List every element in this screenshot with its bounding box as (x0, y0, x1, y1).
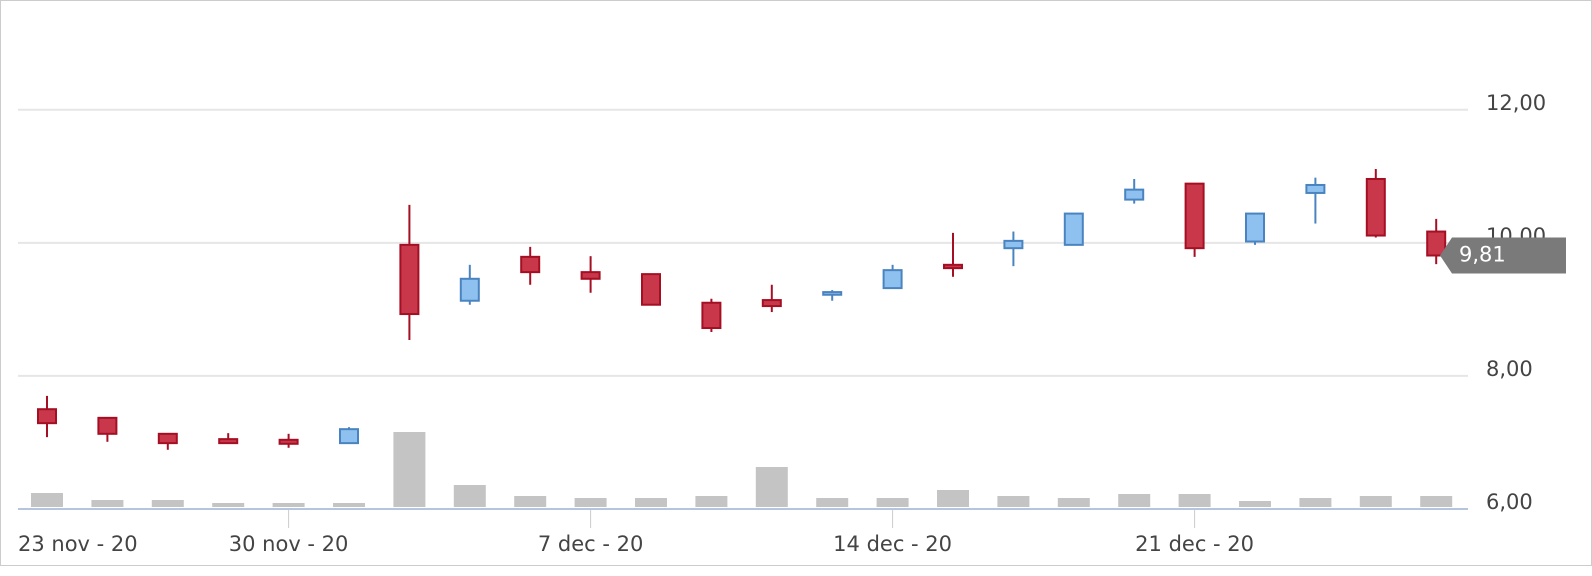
candle-body (943, 263, 963, 270)
volume-bar (212, 503, 245, 507)
volume-bar (997, 496, 1030, 507)
candle-body (1124, 188, 1145, 201)
x-tick-label: 7 dec - 20 (538, 532, 643, 556)
volume-bar (1118, 494, 1151, 507)
candle-body (399, 243, 420, 316)
volume-bar (695, 496, 728, 507)
volume-bar (816, 498, 849, 507)
x-tick-label: 14 dec - 20 (833, 532, 952, 556)
candle-body (1184, 182, 1205, 250)
candle-body (1426, 230, 1447, 257)
candle-body (1365, 177, 1386, 237)
candle-body (459, 277, 480, 302)
x-tick-label: 21 dec - 20 (1135, 532, 1254, 556)
y-tick-label: 6,00 (1486, 490, 1533, 514)
volume-bar (91, 500, 124, 507)
volume-bar (635, 498, 667, 507)
candle-body (157, 432, 178, 445)
volume-bar (1239, 501, 1271, 507)
x-tick-label: 30 nov - 20 (229, 532, 349, 556)
volume-bar (1057, 498, 1090, 507)
candle-body (218, 438, 239, 445)
last-price-box (1440, 237, 1566, 274)
volume-bar (1299, 498, 1332, 507)
volume-bar (393, 432, 426, 507)
candle-body (641, 273, 661, 306)
volume-bar (1420, 496, 1453, 507)
candle-body (701, 301, 722, 330)
candle-body (822, 291, 843, 296)
candle-body (278, 438, 299, 445)
candle-body (1245, 212, 1265, 243)
volume-bar (151, 500, 184, 507)
volume-bar (31, 493, 63, 507)
x-first-label: 23 nov - 20 (18, 532, 138, 556)
volume-bar (272, 503, 305, 507)
volume-bar (755, 467, 788, 507)
volume-bar (876, 498, 909, 507)
y-tick-label: 12,00 (1486, 91, 1546, 115)
candle-body (1003, 239, 1024, 250)
candle-body (339, 428, 359, 445)
candle-body (1305, 183, 1326, 194)
candle-body (37, 408, 57, 425)
y-tick-label: 8,00 (1486, 357, 1533, 381)
volume-bar (333, 503, 365, 507)
volume-bar (937, 490, 969, 507)
volume-bar (453, 485, 486, 507)
volume-bar (514, 496, 547, 507)
last-price-label: 9,81 (1459, 242, 1506, 266)
volume-bar (1359, 496, 1392, 507)
candle-body (580, 271, 601, 280)
candle-body (761, 299, 782, 308)
candle-body (520, 255, 541, 274)
candle-body (97, 416, 118, 435)
candle-body (1063, 212, 1084, 246)
volume-bar (1178, 494, 1211, 507)
candle-body (882, 269, 903, 290)
volume-bar (574, 498, 607, 507)
